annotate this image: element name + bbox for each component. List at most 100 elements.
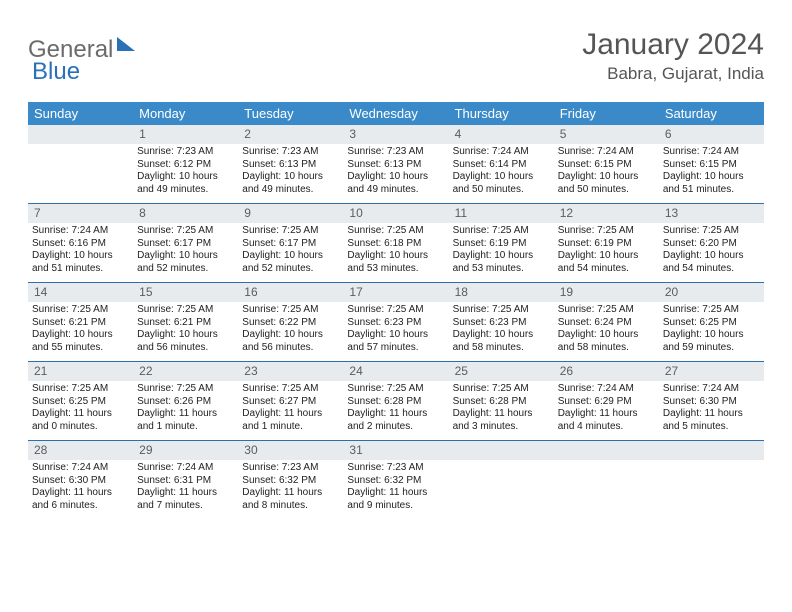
week-row: 1Sunrise: 7:23 AMSunset: 6:12 PMDaylight…	[28, 125, 764, 204]
day-body: Sunrise: 7:25 AMSunset: 6:19 PMDaylight:…	[554, 223, 659, 279]
daylight-text: Daylight: 11 hours and 1 minute.	[242, 408, 339, 433]
day-body: Sunrise: 7:25 AMSunset: 6:17 PMDaylight:…	[238, 223, 343, 279]
sunset-text: Sunset: 6:25 PM	[32, 396, 129, 409]
day-cell: 9Sunrise: 7:25 AMSunset: 6:17 PMDaylight…	[238, 204, 343, 282]
sunset-text: Sunset: 6:32 PM	[242, 475, 339, 488]
sunrise-text: Sunrise: 7:24 AM	[32, 462, 129, 475]
day-cell: 1Sunrise: 7:23 AMSunset: 6:12 PMDaylight…	[133, 125, 238, 203]
day-cell: 15Sunrise: 7:25 AMSunset: 6:21 PMDayligh…	[133, 283, 238, 361]
day-body: Sunrise: 7:24 AMSunset: 6:29 PMDaylight:…	[554, 381, 659, 437]
sunset-text: Sunset: 6:15 PM	[558, 159, 655, 172]
day-cell	[28, 125, 133, 203]
sunset-text: Sunset: 6:14 PM	[453, 159, 550, 172]
sunrise-text: Sunrise: 7:24 AM	[32, 225, 129, 238]
day-number: 13	[659, 204, 764, 223]
day-body: Sunrise: 7:25 AMSunset: 6:21 PMDaylight:…	[28, 302, 133, 358]
daylight-text: Daylight: 11 hours and 3 minutes.	[453, 408, 550, 433]
daylight-text: Daylight: 10 hours and 52 minutes.	[137, 250, 234, 275]
day-cell: 24Sunrise: 7:25 AMSunset: 6:28 PMDayligh…	[343, 362, 448, 440]
daylight-text: Daylight: 10 hours and 51 minutes.	[663, 171, 760, 196]
day-body: Sunrise: 7:25 AMSunset: 6:17 PMDaylight:…	[133, 223, 238, 279]
daylight-text: Daylight: 11 hours and 9 minutes.	[347, 487, 444, 512]
sunrise-text: Sunrise: 7:25 AM	[32, 304, 129, 317]
sunset-text: Sunset: 6:19 PM	[558, 238, 655, 251]
sunrise-text: Sunrise: 7:25 AM	[558, 304, 655, 317]
day-cell: 6Sunrise: 7:24 AMSunset: 6:15 PMDaylight…	[659, 125, 764, 203]
daylight-text: Daylight: 10 hours and 58 minutes.	[453, 329, 550, 354]
day-cell: 14Sunrise: 7:25 AMSunset: 6:21 PMDayligh…	[28, 283, 133, 361]
day-body: Sunrise: 7:24 AMSunset: 6:15 PMDaylight:…	[659, 144, 764, 200]
day-number: 4	[449, 125, 554, 144]
day-cell: 28Sunrise: 7:24 AMSunset: 6:30 PMDayligh…	[28, 441, 133, 519]
day-cell: 25Sunrise: 7:25 AMSunset: 6:28 PMDayligh…	[449, 362, 554, 440]
day-cell: 2Sunrise: 7:23 AMSunset: 6:13 PMDaylight…	[238, 125, 343, 203]
day-number: 2	[238, 125, 343, 144]
day-cell: 22Sunrise: 7:25 AMSunset: 6:26 PMDayligh…	[133, 362, 238, 440]
day-number: 6	[659, 125, 764, 144]
daylight-text: Daylight: 10 hours and 51 minutes.	[32, 250, 129, 275]
page-header: General January 2024 Babra, Gujarat, Ind…	[28, 28, 764, 84]
day-cell: 18Sunrise: 7:25 AMSunset: 6:23 PMDayligh…	[449, 283, 554, 361]
day-cell: 5Sunrise: 7:24 AMSunset: 6:15 PMDaylight…	[554, 125, 659, 203]
day-cell: 21Sunrise: 7:25 AMSunset: 6:25 PMDayligh…	[28, 362, 133, 440]
day-body: Sunrise: 7:23 AMSunset: 6:13 PMDaylight:…	[238, 144, 343, 200]
month-title: January 2024	[582, 28, 764, 62]
day-cell: 26Sunrise: 7:24 AMSunset: 6:29 PMDayligh…	[554, 362, 659, 440]
sunrise-text: Sunrise: 7:25 AM	[137, 304, 234, 317]
day-cell: 31Sunrise: 7:23 AMSunset: 6:32 PMDayligh…	[343, 441, 448, 519]
daylight-text: Daylight: 10 hours and 55 minutes.	[32, 329, 129, 354]
day-body: Sunrise: 7:25 AMSunset: 6:28 PMDaylight:…	[343, 381, 448, 437]
sunrise-text: Sunrise: 7:23 AM	[347, 146, 444, 159]
daylight-text: Daylight: 11 hours and 4 minutes.	[558, 408, 655, 433]
weeks-container: 1Sunrise: 7:23 AMSunset: 6:12 PMDaylight…	[28, 125, 764, 519]
day-body: Sunrise: 7:24 AMSunset: 6:30 PMDaylight:…	[659, 381, 764, 437]
location-label: Babra, Gujarat, India	[582, 64, 764, 84]
day-body: Sunrise: 7:23 AMSunset: 6:32 PMDaylight:…	[343, 460, 448, 516]
sunrise-text: Sunrise: 7:24 AM	[453, 146, 550, 159]
dow-cell: Friday	[554, 102, 659, 125]
sunrise-text: Sunrise: 7:24 AM	[663, 146, 760, 159]
sunset-text: Sunset: 6:31 PM	[137, 475, 234, 488]
sunrise-text: Sunrise: 7:25 AM	[242, 304, 339, 317]
day-number: 25	[449, 362, 554, 381]
daylight-text: Daylight: 10 hours and 58 minutes.	[558, 329, 655, 354]
sunset-text: Sunset: 6:20 PM	[663, 238, 760, 251]
day-number	[449, 441, 554, 460]
day-cell: 29Sunrise: 7:24 AMSunset: 6:31 PMDayligh…	[133, 441, 238, 519]
week-row: 28 Sunrise: 7:24 AMSunset: 6:30 PM Dayligh…	[28, 441, 764, 519]
day-body: Sunrise: 7:23 AMSunset: 6:32 PMDaylight:…	[238, 460, 343, 516]
week-row: 21Sunrise: 7:25 AMSunset: 6:25 PMDayligh…	[28, 362, 764, 441]
sunset-text: Sunset: 6:30 PM	[32, 475, 129, 488]
daylight-text: Daylight: 10 hours and 57 minutes.	[347, 329, 444, 354]
sunset-text: Sunset: 6:23 PM	[453, 317, 550, 330]
daylight-text: Daylight: 10 hours and 54 minutes.	[558, 250, 655, 275]
day-number: 12	[554, 204, 659, 223]
day-number: 18	[449, 283, 554, 302]
day-number: 8	[133, 204, 238, 223]
sunset-text: Sunset: 6:13 PM	[242, 159, 339, 172]
day-number: 9	[238, 204, 343, 223]
sunset-text: Sunset: 6:13 PM	[347, 159, 444, 172]
day-cell: 4Sunrise: 7:24 AMSunset: 6:14 PMDaylight…	[449, 125, 554, 203]
daylight-text: Daylight: 11 hours and 0 minutes.	[32, 408, 129, 433]
day-cell: 19Sunrise: 7:25 AMSunset: 6:24 PMDayligh…	[554, 283, 659, 361]
sunset-text: Sunset: 6:21 PM	[32, 317, 129, 330]
sunrise-text: Sunrise: 7:25 AM	[347, 225, 444, 238]
daylight-text: Daylight: 11 hours and 5 minutes.	[663, 408, 760, 433]
dow-cell: Sunday	[28, 102, 133, 125]
day-body: Sunrise: 7:24 AMSunset: 6:14 PMDaylight:…	[449, 144, 554, 200]
sunset-text: Sunset: 6:30 PM	[663, 396, 760, 409]
day-number: 17	[343, 283, 448, 302]
sunset-text: Sunset: 6:26 PM	[137, 396, 234, 409]
day-cell	[449, 441, 554, 519]
day-cell: 11Sunrise: 7:25 AMSunset: 6:19 PMDayligh…	[449, 204, 554, 282]
sunrise-text: Sunrise: 7:25 AM	[453, 225, 550, 238]
sunrise-text: Sunrise: 7:24 AM	[558, 146, 655, 159]
day-body: Sunrise: 7:24 AMSunset: 6:16 PMDaylight:…	[28, 223, 133, 279]
day-body: Sunrise: 7:23 AMSunset: 6:13 PMDaylight:…	[343, 144, 448, 200]
day-number: 27	[659, 362, 764, 381]
day-number: 28	[28, 441, 133, 460]
calendar-grid: SundayMondayTuesdayWednesdayThursdayFrid…	[28, 102, 764, 519]
sunrise-text: Sunrise: 7:25 AM	[347, 304, 444, 317]
day-cell: 12Sunrise: 7:25 AMSunset: 6:19 PMDayligh…	[554, 204, 659, 282]
